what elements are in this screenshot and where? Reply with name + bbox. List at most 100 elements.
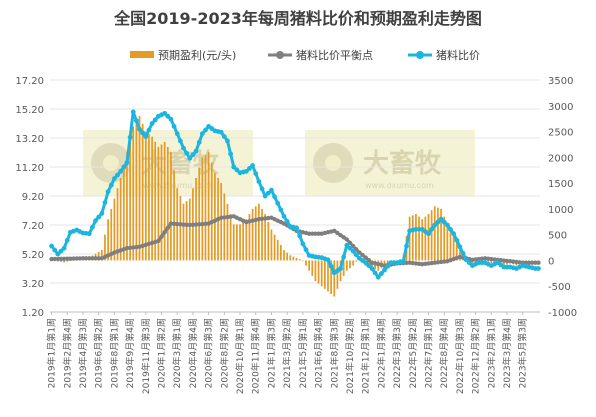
breakeven-point — [49, 256, 54, 262]
breakeven-point — [536, 260, 541, 265]
profit-bar — [135, 121, 138, 261]
breakeven-point — [83, 256, 89, 261]
profit-bar — [336, 260, 339, 289]
profit-bar — [383, 260, 386, 266]
breakeven-point — [347, 240, 353, 245]
profit-bar — [251, 208, 254, 261]
y-left-tick-label: 7.20 — [22, 221, 44, 232]
profit-bar — [170, 152, 172, 261]
ratio-point — [259, 186, 265, 192]
profit-bar — [110, 208, 113, 261]
lines — [49, 109, 541, 280]
profit-bar — [446, 224, 449, 261]
profit-bar — [63, 260, 65, 263]
ratio-point — [366, 263, 372, 268]
profit-bar — [141, 123, 144, 261]
ratio-point — [108, 182, 114, 188]
x-tick-label: 2019年1月第1周 — [46, 318, 58, 388]
ratio-point — [536, 266, 541, 271]
breakeven-point — [313, 231, 318, 236]
ratio-point — [429, 226, 435, 232]
profit-bar — [327, 260, 329, 292]
ratio-point — [269, 187, 274, 193]
ratio-point — [353, 252, 359, 258]
profit-bar — [487, 260, 490, 262]
profit-bar — [151, 136, 153, 261]
breakeven-point — [360, 252, 365, 258]
ratio-point — [344, 242, 350, 248]
ratio-point — [196, 139, 202, 145]
ratio-point — [325, 257, 331, 263]
x-tick-label: 2019年2月第4周 — [61, 318, 73, 388]
ratio-point — [272, 194, 277, 200]
ratio-point — [130, 109, 136, 115]
ratio-point — [190, 152, 196, 158]
profit-bar — [355, 260, 358, 262]
profit-bar — [443, 216, 446, 261]
ratio-point — [137, 126, 142, 132]
legend-label: 猪料比价平衡点 — [296, 48, 373, 62]
ratio-point — [184, 150, 190, 156]
profit-bar — [283, 250, 285, 261]
x-tick-label: 2022年7月第1周 — [423, 318, 435, 388]
ratio-point — [105, 189, 111, 195]
ratio-point — [300, 241, 306, 247]
profit-bar — [107, 219, 109, 261]
profit-bar — [270, 229, 273, 261]
x-tick-label: 2019年6月第2周 — [93, 318, 105, 388]
profit-bar — [430, 210, 433, 261]
ratio-point — [338, 266, 343, 271]
profit-bar — [421, 219, 424, 261]
breakeven-point — [316, 231, 321, 236]
y-right-tick-label: 1000 — [548, 205, 573, 216]
ratio-point — [275, 200, 281, 206]
profit-bar — [182, 203, 185, 261]
breakeven-point — [175, 221, 180, 227]
profit-bar — [289, 255, 292, 261]
profit-bar — [138, 116, 141, 261]
profit-bar — [345, 260, 348, 271]
ratio-point — [303, 247, 309, 253]
ratio-point — [265, 190, 271, 196]
ratio-point — [247, 166, 252, 171]
ratio-point — [124, 160, 130, 166]
profit-bar — [214, 172, 216, 261]
profit-bar — [308, 260, 310, 271]
ratio-point — [140, 130, 146, 136]
profit-bar — [267, 221, 270, 261]
breakeven-point — [200, 221, 205, 227]
y-right-tick-label: 0 — [548, 256, 554, 267]
breakeven-point — [71, 256, 76, 261]
profit-bar — [173, 170, 175, 261]
ratio-point — [187, 155, 193, 161]
profit-bar — [411, 215, 414, 261]
profit-bar — [104, 234, 106, 261]
profit-bar — [298, 259, 301, 261]
ratio-point — [385, 263, 391, 269]
profit-bar — [232, 224, 235, 261]
profit-bar — [154, 141, 157, 261]
x-tick-label: 2021年10月第2周 — [344, 318, 356, 394]
ratio-point — [400, 258, 406, 264]
ratio-point — [341, 254, 347, 260]
profit-bar — [236, 224, 238, 261]
watermark-text: 大畜牧 — [363, 148, 442, 179]
breakeven-point — [203, 221, 208, 226]
y-right-tick-label: 1500 — [548, 179, 573, 190]
profit-bar — [100, 250, 103, 261]
ratio-point — [52, 247, 58, 253]
x-tick-label: 2023年3月第4周 — [501, 318, 513, 388]
breakeven-point — [68, 256, 73, 261]
profit-bar — [330, 260, 332, 294]
y-right-tick-label: 500 — [548, 231, 567, 242]
profit-bar — [185, 201, 188, 261]
profit-bar — [437, 207, 439, 261]
profit-bar — [323, 260, 326, 289]
profit-bar — [292, 256, 295, 261]
profit-bar — [311, 260, 314, 276]
breakeven-point — [93, 256, 98, 261]
profit-bar — [248, 214, 251, 261]
y-left-tick-label: 11.20 — [15, 163, 44, 174]
x-tick-label: 2022年5月第2周 — [407, 318, 419, 388]
y-left-tick-label: 3.20 — [22, 279, 44, 290]
